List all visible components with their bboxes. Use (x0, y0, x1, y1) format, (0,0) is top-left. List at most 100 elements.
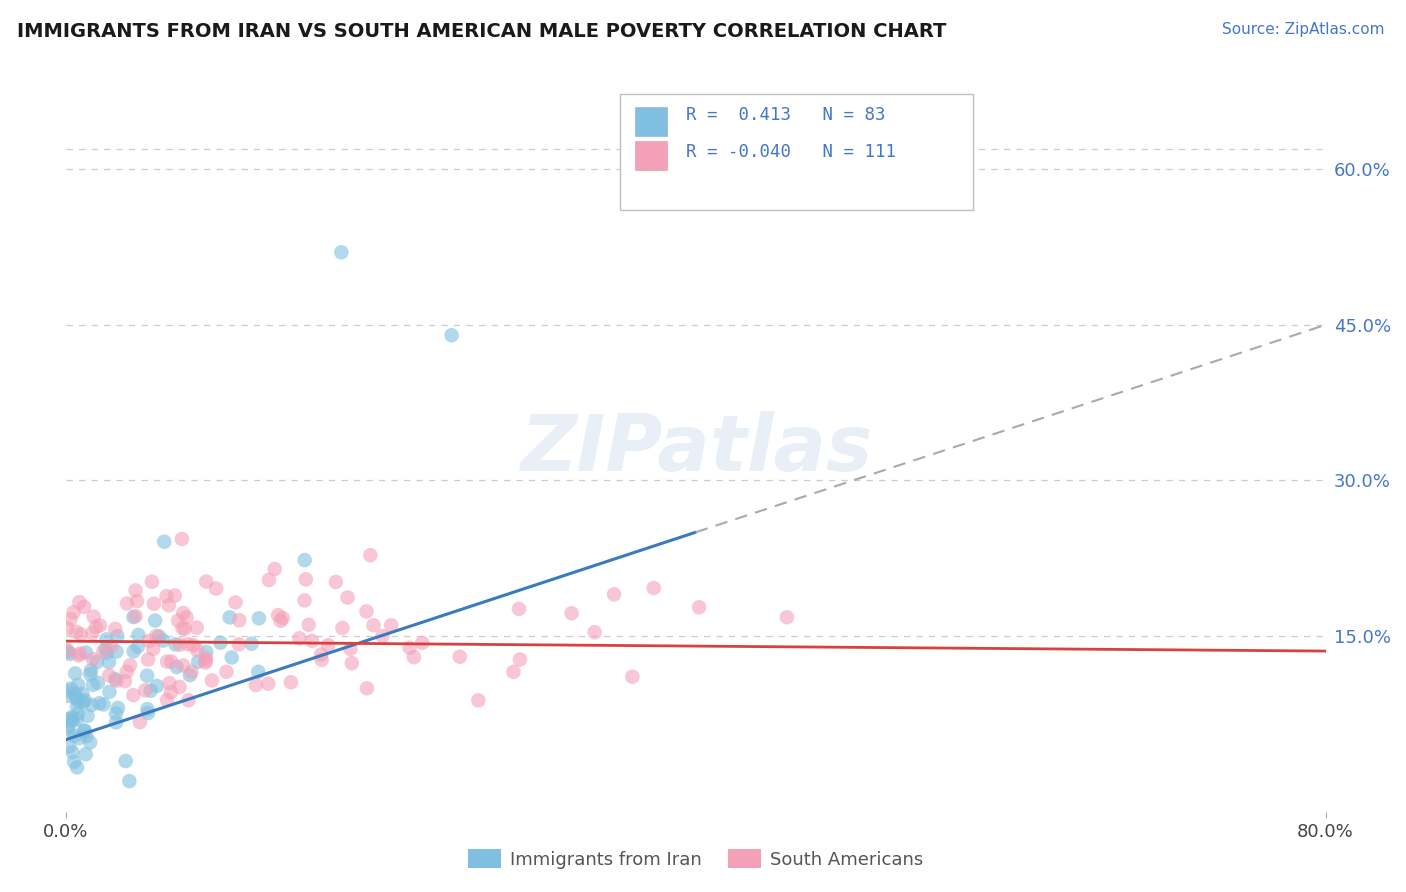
Point (257, 573, 280, 587)
Point (58, 723, 80, 737)
Point (67, 648, 90, 663)
Point (105, 673, 128, 688)
Point (247, 611, 270, 625)
FancyBboxPatch shape (636, 107, 666, 136)
Point (402, 650, 425, 665)
Point (65, 624, 87, 639)
Point (67, 595, 90, 609)
Point (215, 665, 238, 679)
Point (76, 709, 98, 723)
Text: ZIPatlas: ZIPatlas (520, 411, 872, 487)
Point (280, 675, 302, 690)
Point (245, 678, 267, 692)
Point (66, 760, 89, 774)
Point (449, 649, 471, 664)
Point (75, 729, 97, 743)
Point (148, 629, 170, 643)
Point (63, 687, 86, 701)
Point (240, 637, 263, 651)
Point (194, 651, 217, 665)
Point (294, 553, 316, 567)
Point (79, 667, 101, 681)
Point (136, 702, 159, 716)
Point (172, 658, 194, 673)
Point (65, 690, 87, 705)
Point (56, 622, 79, 636)
Point (186, 643, 208, 657)
Point (83, 609, 105, 624)
Point (72, 695, 94, 709)
Point (583, 625, 606, 640)
Point (62, 605, 84, 619)
Point (93, 644, 115, 658)
Point (67, 731, 90, 746)
Point (134, 683, 156, 698)
Point (363, 618, 385, 632)
Point (97, 655, 120, 669)
Point (309, 648, 332, 662)
Point (73, 723, 96, 738)
Point (59, 714, 82, 728)
Point (205, 582, 228, 596)
Point (176, 610, 198, 624)
Point (325, 574, 347, 589)
Point (59, 647, 82, 661)
Point (156, 693, 179, 707)
Point (356, 604, 378, 618)
Point (172, 606, 194, 620)
Point (172, 621, 194, 635)
Point (87, 675, 110, 690)
Point (561, 606, 583, 620)
FancyBboxPatch shape (620, 94, 973, 210)
Point (69, 647, 91, 661)
Point (96, 632, 118, 647)
Point (80, 698, 103, 712)
Point (177, 693, 200, 707)
Point (124, 609, 146, 624)
Point (194, 654, 217, 668)
Point (776, 610, 799, 624)
Point (94, 642, 117, 657)
Point (93, 698, 115, 712)
Point (75, 747, 97, 762)
FancyBboxPatch shape (636, 141, 666, 169)
Point (82, 626, 104, 640)
Point (105, 644, 128, 658)
Point (73, 599, 96, 614)
Point (143, 614, 166, 628)
Point (398, 640, 420, 655)
Point (688, 600, 710, 615)
Point (267, 608, 290, 623)
Point (105, 629, 128, 643)
Point (411, 636, 433, 650)
Point (643, 581, 665, 595)
Point (218, 610, 240, 624)
Point (160, 655, 183, 669)
Point (169, 638, 191, 652)
Point (371, 629, 394, 643)
Point (84, 620, 107, 634)
Point (114, 754, 136, 768)
Point (63, 755, 86, 769)
Point (66, 694, 89, 708)
Point (165, 637, 187, 651)
Point (167, 614, 190, 628)
Point (502, 665, 524, 679)
Point (194, 656, 217, 670)
Point (467, 693, 489, 707)
Point (100, 640, 122, 654)
Point (89, 618, 111, 632)
Point (124, 583, 146, 598)
Point (66, 699, 89, 714)
Point (122, 688, 145, 702)
Point (142, 641, 165, 656)
Point (316, 638, 339, 652)
Text: R = -0.040   N = 111: R = -0.040 N = 111 (686, 143, 896, 161)
Point (58, 689, 80, 703)
Point (152, 633, 174, 648)
Point (80, 664, 103, 678)
Point (118, 658, 141, 673)
Point (58, 739, 80, 754)
Point (509, 652, 531, 666)
Point (339, 642, 361, 657)
